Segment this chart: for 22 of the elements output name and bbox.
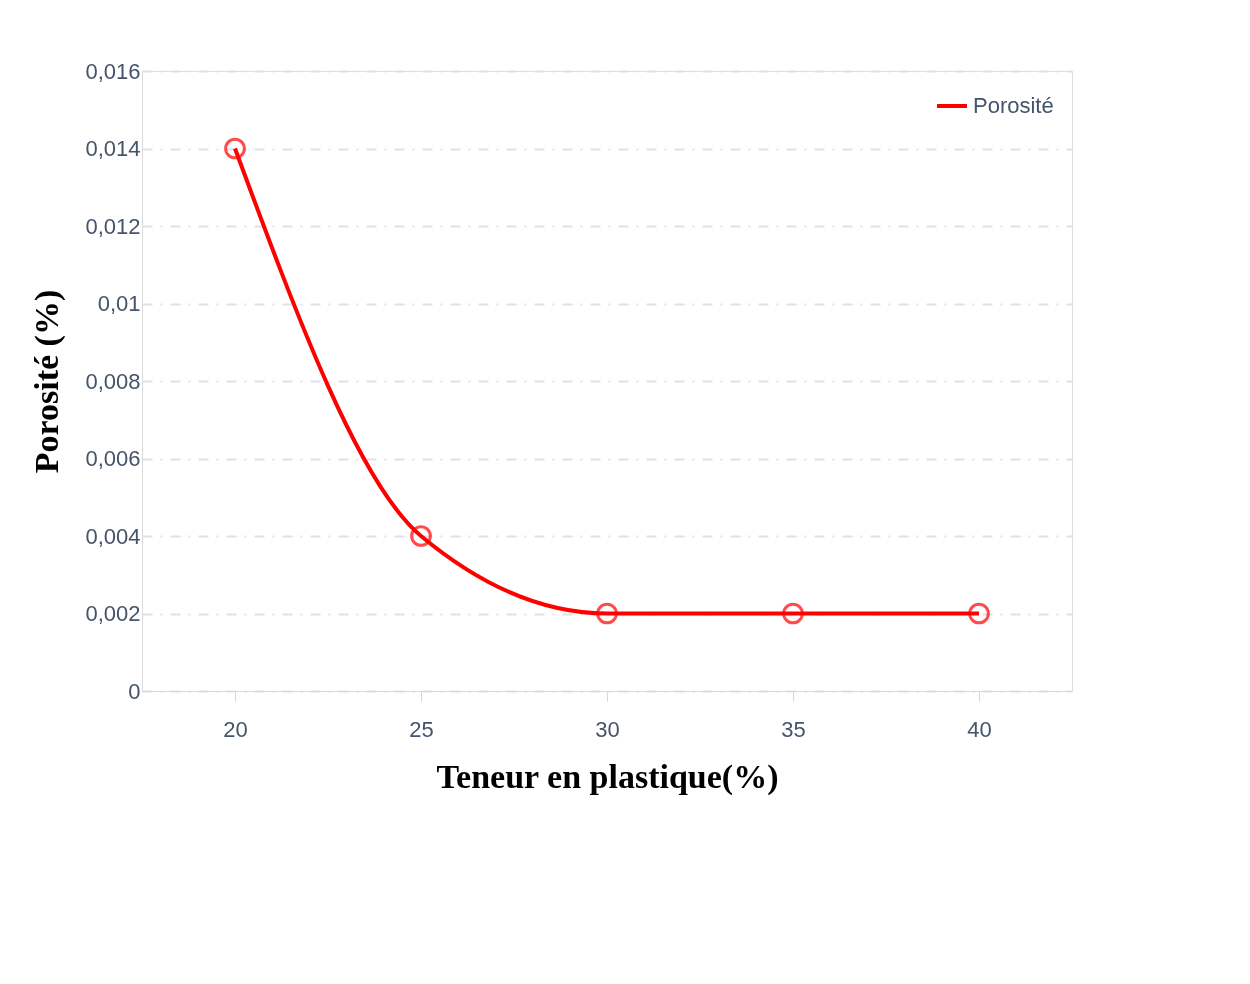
point bbox=[782, 602, 804, 625]
y-axis-title: Porosité (%) bbox=[28, 289, 67, 474]
x-tick-label: 25 bbox=[409, 716, 434, 742]
x-tick-label: 30 bbox=[595, 716, 620, 742]
y-tick-label: 0,002 bbox=[85, 601, 141, 626]
x-axis-title: Teneur en plastique(%) bbox=[436, 757, 779, 796]
y-tick-label: 0,016 bbox=[85, 58, 141, 84]
y-tick-label: 0,008 bbox=[85, 368, 141, 394]
x-tick-label: 35 bbox=[781, 716, 806, 742]
y-tick-label: 0,006 bbox=[85, 446, 141, 471]
y-tick-label: 0,014 bbox=[85, 136, 141, 161]
x-tick-label: 40 bbox=[967, 716, 992, 742]
x-tick-label: 20 bbox=[223, 716, 248, 742]
y-tick-label: 0,012 bbox=[85, 213, 141, 239]
y-tick-label: 0,01 bbox=[97, 291, 141, 316]
point bbox=[968, 602, 990, 625]
point bbox=[596, 602, 618, 625]
point bbox=[410, 525, 432, 547]
y-tick-label: 0 bbox=[128, 678, 141, 704]
y-tick-label: 0,004 bbox=[85, 523, 141, 549]
point bbox=[224, 137, 246, 160]
legend-label: Porosité bbox=[973, 93, 1054, 118]
